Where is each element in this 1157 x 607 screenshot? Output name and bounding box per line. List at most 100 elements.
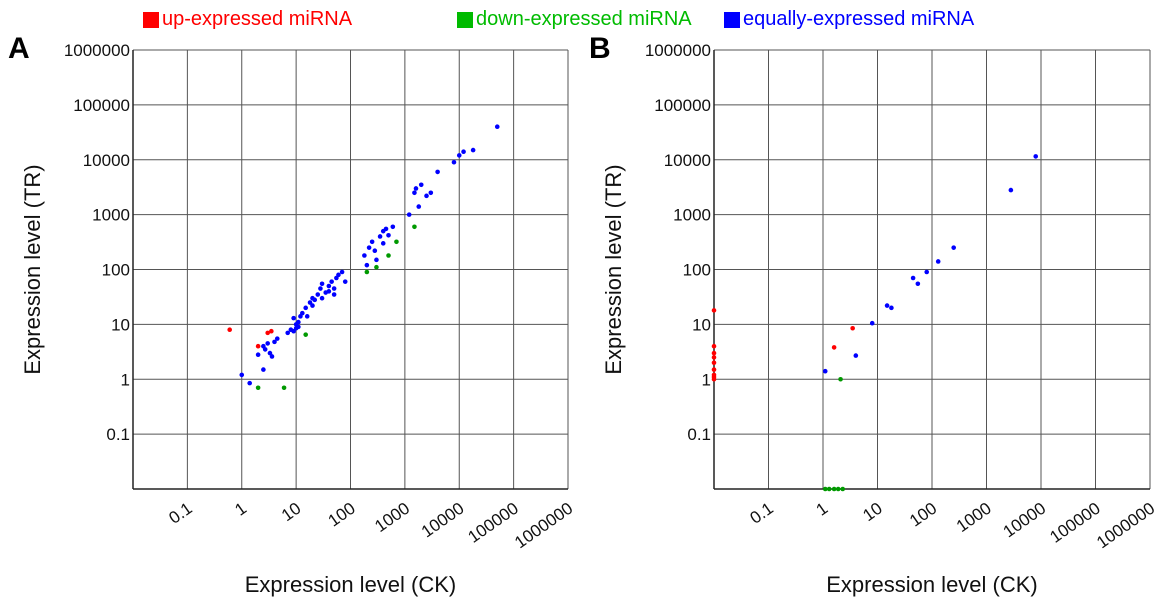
- data-point: [889, 305, 894, 311]
- data-point: [456, 153, 462, 158]
- x-axis-title: Expression level (CK): [245, 572, 457, 597]
- data-point: [853, 353, 859, 358]
- legend-label-up: up-expressed miRNA: [162, 8, 353, 30]
- data-point: [831, 345, 837, 350]
- data-point: [272, 339, 277, 345]
- y-axis-title: Expression level (TR): [20, 164, 45, 374]
- data-point: [364, 262, 370, 268]
- y-tick-label: 1000000: [64, 41, 130, 60]
- data-point: [915, 281, 921, 287]
- x-tick-label: 1: [813, 499, 832, 520]
- data-point: [303, 305, 308, 311]
- data-point: [451, 159, 457, 165]
- x-tick-label: 1: [231, 499, 250, 520]
- legend-swatch-up: [143, 11, 159, 28]
- data-point: [265, 341, 270, 346]
- data-point: [711, 360, 717, 366]
- data-point: [369, 239, 375, 245]
- data-point: [269, 328, 274, 334]
- x-tick-label: 1000: [371, 499, 413, 536]
- data-point: [380, 241, 386, 246]
- data-point: [304, 314, 310, 319]
- data-point: [312, 297, 318, 303]
- data-point: [461, 149, 466, 155]
- legend-item-equal: equally-expressed miRNA: [724, 8, 974, 31]
- data-point: [935, 259, 941, 264]
- data-point: [424, 193, 429, 199]
- data-point: [310, 303, 315, 308]
- data-point: [374, 257, 379, 263]
- data-point: [822, 486, 828, 492]
- data-point: [428, 190, 434, 196]
- y-tick-label: 0.1: [106, 425, 130, 444]
- data-point: [261, 343, 266, 349]
- data-point: [884, 303, 890, 308]
- y-tick-label: 100: [683, 261, 711, 280]
- data-point: [711, 367, 717, 372]
- data-point: [470, 147, 476, 153]
- data-point: [362, 253, 367, 258]
- legend-label-equal: equally-expressed miRNA: [743, 8, 975, 30]
- legend-item-up: up-expressed miRNA: [143, 8, 352, 31]
- y-tick-label: 10000: [83, 151, 130, 170]
- legend-label-down: down-expressed miRNA: [476, 8, 692, 30]
- x-tick-label: 0.1: [747, 499, 777, 528]
- data-point: [319, 295, 325, 301]
- data-point: [239, 372, 245, 378]
- y-tick-label: 1: [121, 370, 130, 389]
- data-point: [366, 245, 372, 250]
- legend-swatch-equal: [724, 11, 740, 28]
- data-point: [910, 275, 916, 281]
- data-point: [951, 245, 956, 250]
- x-tick-label: 1000: [953, 499, 995, 536]
- y-tick-label: 100: [102, 261, 130, 280]
- x-axis-title: Expression level (CK): [826, 572, 1038, 597]
- legend: up-expressed miRNA down-expressed miRNA …: [0, 0, 1157, 40]
- data-point: [386, 253, 391, 258]
- data-point: [924, 269, 930, 275]
- data-point: [269, 354, 275, 359]
- data-point: [826, 486, 832, 492]
- data-point: [377, 234, 383, 239]
- data-point: [383, 226, 389, 232]
- data-point: [413, 186, 419, 191]
- data-point: [255, 343, 261, 349]
- data-point: [840, 486, 846, 492]
- data-point: [326, 283, 332, 289]
- data-point: [261, 367, 266, 372]
- y-tick-label: 1000: [673, 206, 711, 225]
- y-tick-label: 1000000: [645, 41, 711, 60]
- data-point: [822, 368, 828, 374]
- y-tick-label: 0.1: [687, 425, 711, 444]
- data-point: [406, 212, 412, 217]
- y-tick-label: 10: [692, 315, 711, 334]
- data-point: [319, 281, 325, 287]
- y-tick-label: 1: [702, 370, 711, 389]
- data-point: [336, 272, 341, 278]
- data-point: [326, 289, 332, 294]
- data-point: [331, 292, 337, 297]
- panel-label: B: [589, 32, 611, 65]
- data-point: [267, 350, 273, 356]
- x-tick-label: 1000000: [1093, 499, 1157, 553]
- x-tick-label: 10000: [418, 499, 468, 542]
- x-tick-label: 10: [859, 499, 885, 525]
- data-point: [281, 385, 287, 391]
- data-point: [1033, 154, 1039, 159]
- data-point: [1008, 187, 1014, 193]
- data-point: [374, 264, 379, 270]
- data-point: [831, 486, 837, 492]
- panel-label: A: [8, 32, 30, 65]
- data-point: [386, 232, 391, 238]
- data-point: [364, 269, 370, 275]
- data-point: [296, 324, 301, 330]
- y-tick-label: 10: [111, 315, 130, 334]
- data-point: [412, 190, 417, 196]
- data-point: [291, 315, 296, 321]
- data-point: [850, 325, 855, 331]
- data-point: [247, 380, 252, 386]
- data-point: [372, 248, 378, 254]
